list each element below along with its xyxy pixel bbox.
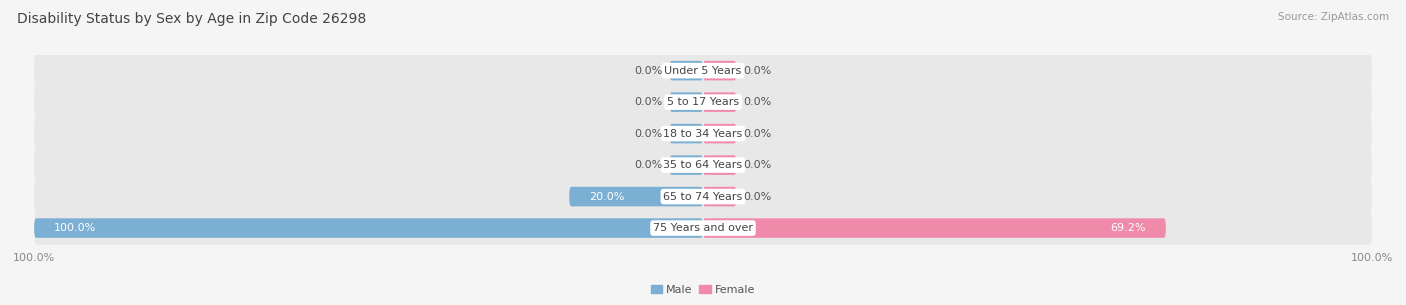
Text: 0.0%: 0.0% bbox=[634, 129, 662, 138]
FancyBboxPatch shape bbox=[34, 117, 1372, 150]
Text: Disability Status by Sex by Age in Zip Code 26298: Disability Status by Sex by Age in Zip C… bbox=[17, 12, 366, 26]
Text: Source: ZipAtlas.com: Source: ZipAtlas.com bbox=[1278, 12, 1389, 22]
FancyBboxPatch shape bbox=[703, 124, 737, 143]
Text: 5 to 17 Years: 5 to 17 Years bbox=[666, 97, 740, 107]
Text: 69.2%: 69.2% bbox=[1111, 223, 1146, 233]
FancyBboxPatch shape bbox=[669, 124, 703, 143]
Text: 0.0%: 0.0% bbox=[744, 160, 772, 170]
Text: 65 to 74 Years: 65 to 74 Years bbox=[664, 192, 742, 202]
FancyBboxPatch shape bbox=[703, 92, 737, 112]
FancyBboxPatch shape bbox=[669, 61, 703, 81]
Text: 0.0%: 0.0% bbox=[634, 160, 662, 170]
Text: 0.0%: 0.0% bbox=[744, 129, 772, 138]
Text: 18 to 34 Years: 18 to 34 Years bbox=[664, 129, 742, 138]
Text: 0.0%: 0.0% bbox=[634, 66, 662, 76]
FancyBboxPatch shape bbox=[34, 85, 1372, 119]
FancyBboxPatch shape bbox=[34, 211, 1372, 245]
Text: 35 to 64 Years: 35 to 64 Years bbox=[664, 160, 742, 170]
FancyBboxPatch shape bbox=[34, 218, 703, 238]
FancyBboxPatch shape bbox=[34, 180, 1372, 213]
FancyBboxPatch shape bbox=[669, 155, 703, 175]
FancyBboxPatch shape bbox=[703, 61, 737, 81]
FancyBboxPatch shape bbox=[703, 187, 737, 206]
FancyBboxPatch shape bbox=[569, 187, 703, 206]
FancyBboxPatch shape bbox=[34, 149, 1372, 182]
Legend: Male, Female: Male, Female bbox=[647, 280, 759, 299]
FancyBboxPatch shape bbox=[669, 92, 703, 112]
Text: 0.0%: 0.0% bbox=[744, 192, 772, 202]
Text: 0.0%: 0.0% bbox=[634, 97, 662, 107]
FancyBboxPatch shape bbox=[34, 54, 1372, 87]
Text: 0.0%: 0.0% bbox=[744, 97, 772, 107]
Text: 100.0%: 100.0% bbox=[55, 223, 97, 233]
FancyBboxPatch shape bbox=[703, 155, 737, 175]
FancyBboxPatch shape bbox=[703, 218, 1166, 238]
Text: 75 Years and over: 75 Years and over bbox=[652, 223, 754, 233]
Text: Under 5 Years: Under 5 Years bbox=[665, 66, 741, 76]
Text: 0.0%: 0.0% bbox=[744, 66, 772, 76]
Text: 20.0%: 20.0% bbox=[589, 192, 624, 202]
